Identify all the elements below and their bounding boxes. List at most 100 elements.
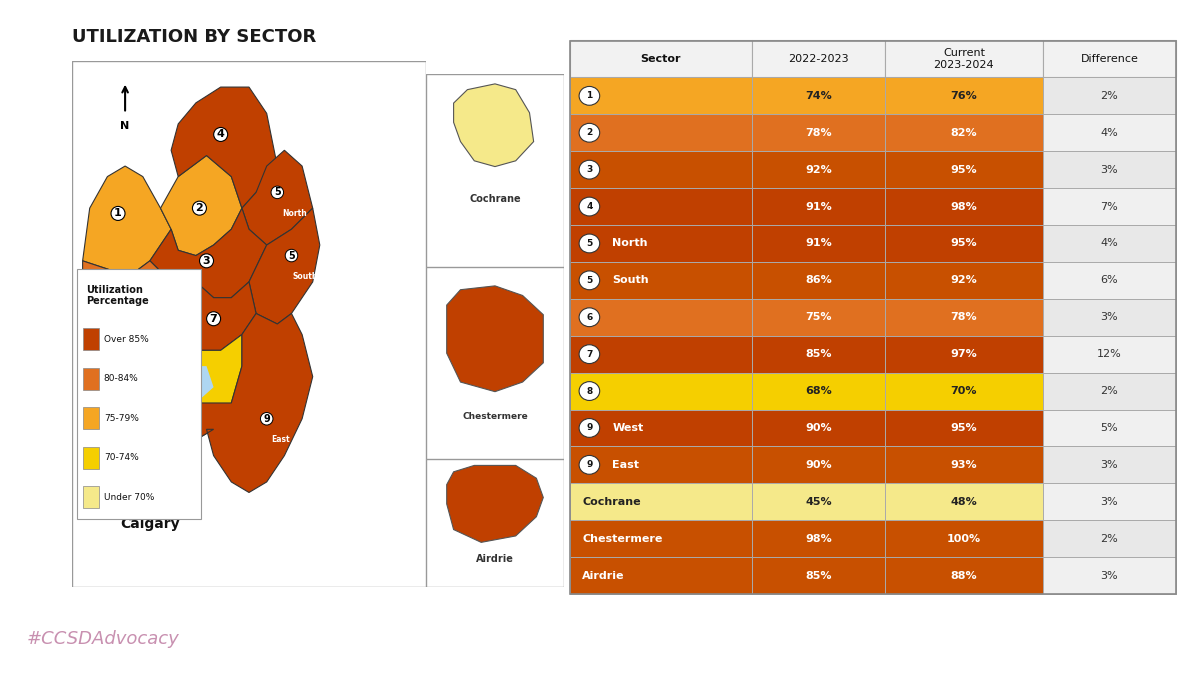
Bar [751, 262, 886, 299]
Text: #CCSDAdvocacy: #CCSDAdvocacy [26, 630, 179, 647]
Text: 2: 2 [587, 128, 593, 137]
Bar [570, 446, 751, 483]
Bar [570, 40, 751, 78]
Bar [570, 335, 751, 373]
Text: East: East [271, 435, 290, 444]
Polygon shape [242, 151, 313, 245]
Bar [886, 225, 1043, 262]
Text: South: South [612, 275, 649, 286]
Bar [570, 262, 751, 299]
Text: 90%: 90% [805, 423, 832, 433]
Text: 8: 8 [167, 398, 175, 408]
Bar [1043, 114, 1176, 151]
Polygon shape [125, 313, 242, 440]
Bar [570, 483, 751, 520]
Bar [751, 373, 886, 410]
Text: 2%: 2% [1100, 386, 1118, 396]
Bar [570, 520, 751, 557]
Bar [886, 114, 1043, 151]
Text: 98%: 98% [805, 534, 832, 543]
Bar [751, 151, 886, 188]
Text: 95%: 95% [950, 238, 977, 248]
Bar [83, 447, 98, 468]
Text: North: North [612, 238, 648, 248]
Text: 8: 8 [587, 387, 593, 396]
Polygon shape [178, 313, 313, 493]
Bar [886, 483, 1043, 520]
Bar [751, 483, 886, 520]
Bar [83, 328, 98, 350]
Text: Chestermere: Chestermere [582, 534, 662, 543]
Polygon shape [446, 286, 544, 392]
Bar [751, 335, 886, 373]
Bar [751, 410, 886, 446]
Text: 95%: 95% [950, 165, 977, 175]
Bar [886, 557, 1043, 594]
Bar [570, 557, 751, 594]
Circle shape [580, 160, 600, 179]
Polygon shape [446, 466, 544, 543]
Bar [886, 262, 1043, 299]
Text: 12%: 12% [1097, 349, 1122, 359]
Text: 70-74%: 70-74% [104, 453, 139, 462]
Text: 97%: 97% [950, 349, 977, 359]
Text: 9: 9 [587, 460, 593, 469]
Text: 3%: 3% [1100, 313, 1118, 322]
Text: 98%: 98% [950, 202, 977, 211]
Text: 5%: 5% [1100, 423, 1118, 433]
Text: 86%: 86% [805, 275, 832, 286]
Text: 3%: 3% [1100, 165, 1118, 175]
Circle shape [580, 345, 600, 364]
Polygon shape [172, 282, 256, 350]
Bar [886, 78, 1043, 114]
Text: 7%: 7% [1100, 202, 1118, 211]
Text: 6: 6 [587, 313, 593, 322]
Text: 75-79%: 75-79% [104, 414, 139, 423]
Text: 88%: 88% [950, 570, 977, 580]
Bar [83, 407, 98, 429]
Text: 82%: 82% [950, 128, 977, 138]
Text: 9: 9 [263, 414, 270, 424]
Text: 93%: 93% [950, 460, 977, 470]
Text: 7: 7 [587, 350, 593, 358]
Bar [570, 373, 751, 410]
Bar [1043, 373, 1176, 410]
Text: West: West [612, 423, 643, 433]
Bar [77, 269, 202, 519]
Polygon shape [83, 166, 172, 271]
Circle shape [580, 271, 600, 290]
Text: Calgary: Calgary [120, 517, 180, 531]
Bar [886, 446, 1043, 483]
Bar [570, 225, 751, 262]
Text: Sector: Sector [641, 54, 682, 64]
Text: Airdrie: Airdrie [476, 554, 514, 564]
Bar [1043, 188, 1176, 225]
Bar [751, 114, 886, 151]
Text: 2: 2 [196, 203, 203, 213]
Text: 9: 9 [587, 423, 593, 433]
Text: Cochrane: Cochrane [582, 497, 641, 507]
Bar [1043, 262, 1176, 299]
Text: 74%: 74% [805, 91, 832, 101]
Bar [570, 78, 751, 114]
Text: 91%: 91% [805, 202, 832, 211]
Text: North: North [283, 209, 307, 218]
Text: UTILIZATION BY SECTOR: UTILIZATION BY SECTOR [72, 28, 317, 46]
Text: Over 85%: Over 85% [104, 335, 149, 344]
Text: 76%: 76% [950, 91, 977, 101]
Text: 5: 5 [587, 276, 593, 285]
Text: Cochrane: Cochrane [469, 194, 521, 205]
Bar [570, 151, 751, 188]
Text: 9: 9 [139, 451, 146, 460]
Text: 1: 1 [114, 209, 122, 219]
Bar [83, 486, 98, 508]
Text: 4: 4 [217, 130, 224, 140]
Text: 91%: 91% [805, 238, 832, 248]
Bar [570, 410, 751, 446]
Polygon shape [172, 87, 277, 208]
Bar [886, 151, 1043, 188]
Circle shape [580, 308, 600, 327]
Polygon shape [178, 366, 214, 403]
Text: 1: 1 [587, 91, 593, 101]
Circle shape [580, 234, 600, 253]
